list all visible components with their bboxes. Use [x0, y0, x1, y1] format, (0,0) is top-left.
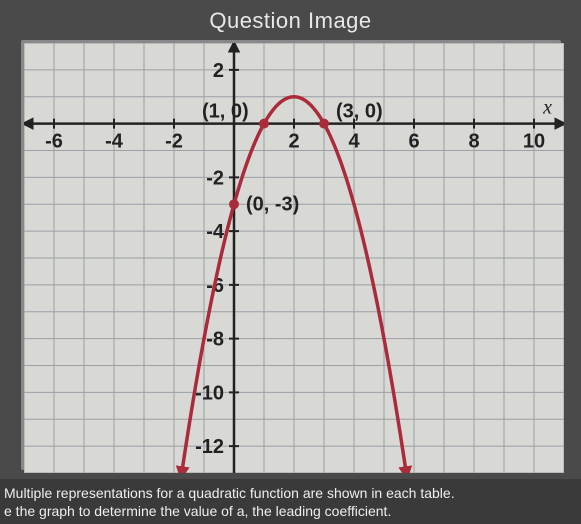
- quadratic-chart: -6-4-22468102-2-4-6-8-10-12x(1, 0)(3, 0)…: [24, 43, 564, 473]
- y-tick-label: -12: [195, 436, 224, 458]
- data-point: [259, 119, 269, 129]
- x-axis-label: x: [542, 97, 552, 119]
- page-title: Question Image: [0, 8, 581, 34]
- x-tick-label: 6: [408, 131, 419, 153]
- x-tick-label: -6: [45, 131, 63, 153]
- x-tick-label: 2: [288, 131, 299, 153]
- x-tick-label: 10: [522, 131, 544, 153]
- y-tick-label: -10: [195, 382, 224, 404]
- header: Question Image: [0, 0, 581, 40]
- chart-container: -6-4-22468102-2-4-6-8-10-12x(1, 0)(3, 0)…: [21, 40, 561, 470]
- data-point: [319, 119, 329, 129]
- y-tick-label: -8: [206, 329, 224, 351]
- x-tick-label: 8: [468, 131, 479, 153]
- data-point: [229, 199, 239, 209]
- x-tick-label: -2: [165, 131, 183, 153]
- x-tick-label: -4: [105, 131, 124, 153]
- y-tick-label: 2: [212, 60, 223, 82]
- footer-line-2: e the graph to determine the value of a,…: [4, 503, 577, 521]
- point-label: (3, 0): [336, 101, 383, 123]
- y-tick-label: -4: [206, 221, 225, 243]
- footer-line-1: Multiple representations for a quadratic…: [4, 485, 577, 503]
- point-label: (0, -3): [246, 193, 299, 215]
- x-tick-label: 4: [348, 131, 360, 153]
- footer: Multiple representations for a quadratic…: [0, 479, 581, 524]
- y-tick-label: -2: [206, 167, 224, 189]
- point-label: (1, 0): [202, 101, 249, 123]
